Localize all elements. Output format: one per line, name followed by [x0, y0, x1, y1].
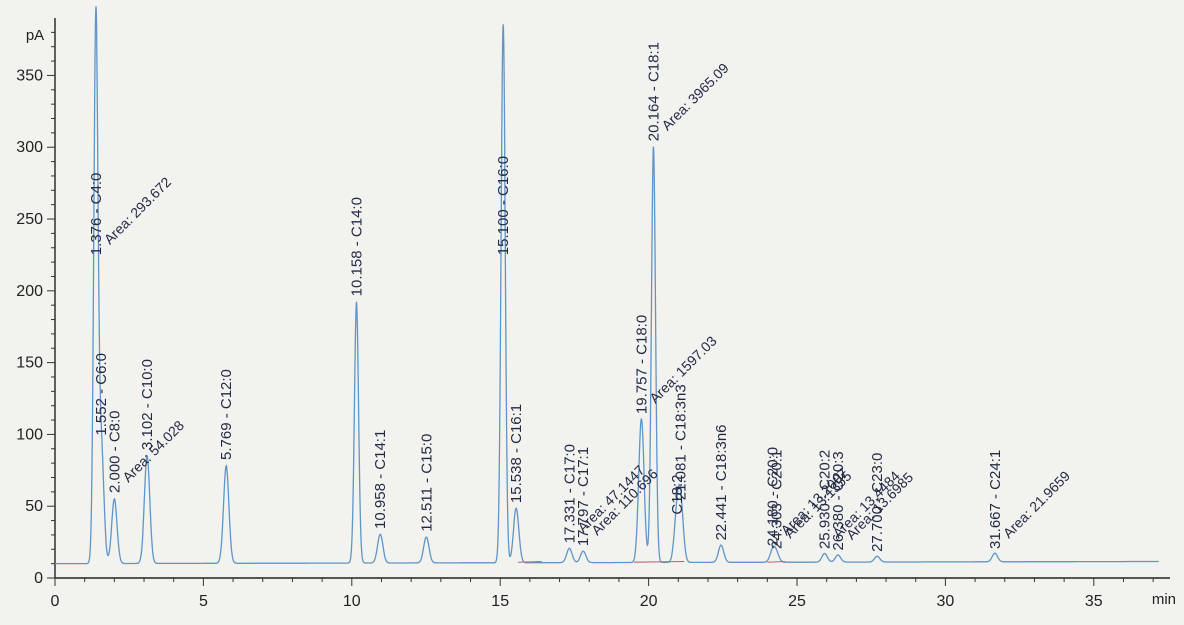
peak-label: 24.180 - C20:0	[765, 447, 782, 546]
peak-area-label: Area: 3965.09	[658, 60, 732, 134]
x-axis-unit: min	[1152, 591, 1176, 608]
trace-layer	[55, 6, 1159, 565]
integration-baseline	[767, 560, 786, 563]
chromatogram-trace	[55, 6, 1159, 565]
peak-label: 22.441 - C18:3n6	[713, 424, 730, 540]
peak-label: 26.380 - C20:3	[830, 451, 847, 550]
peak-label: 25.930 - C20:2	[817, 450, 834, 549]
axes-layer	[54, 18, 1170, 579]
peak-label: 21.081 - C18:3n3	[673, 384, 690, 500]
peak-label: 24.303 - C20:1	[768, 450, 785, 549]
x-tick-label: 25	[788, 593, 806, 610]
peak-label: 15.538 - C16:1	[508, 404, 525, 503]
y-tick-label: 350	[16, 67, 43, 84]
peak-label: 10.158 - C14:0	[348, 197, 365, 296]
x-tick-label: 35	[1085, 593, 1103, 610]
peak-label: 1.376 - C4:0	[88, 173, 105, 256]
peak-label: 2.000 - C8:0	[106, 410, 123, 493]
peak-label: 3.102 - C10:0	[139, 359, 156, 450]
y-tick-label: 200	[16, 283, 43, 300]
x-tick-label: 30	[937, 593, 955, 610]
peak-area-label: Area: 21.9659	[1000, 467, 1074, 541]
peak-label: 5.769 - C12:0	[218, 369, 235, 460]
peak-label: 17.331 - C17:0	[561, 444, 578, 543]
x-tick-label: 10	[343, 593, 361, 610]
x-tick-label: 0	[51, 593, 60, 610]
peak-label: 17.797 - C17:1	[575, 447, 592, 546]
peak-label: 27.700 - C23:0	[869, 453, 886, 552]
peak-area-label: Area: 293.672	[101, 174, 175, 248]
peak-label: 31.667 - C24:1	[987, 450, 1004, 549]
y-tick-label: 0	[34, 570, 43, 587]
peak-label: 12.511 - C15:0	[418, 434, 435, 532]
y-tick-label: 100	[16, 426, 43, 443]
peak-label: 1.552 - C6:0	[93, 353, 110, 436]
peak-label: C18:2	[669, 475, 686, 515]
y-tick-label: 150	[16, 355, 43, 372]
x-tick-label: 20	[640, 593, 658, 610]
peak-label: 10.958 - C14:1	[372, 430, 389, 529]
y-tick-label: 300	[16, 139, 43, 156]
x-tick-label: 5	[199, 593, 208, 610]
integration-baseline	[517, 560, 542, 563]
peak-label: 19.757 - C18:0	[633, 315, 650, 414]
y-tick-label: 250	[16, 211, 43, 228]
integration-baseline	[633, 560, 685, 563]
y-axis-unit: pA	[26, 27, 44, 44]
x-tick-label: 15	[491, 593, 509, 610]
y-tick-label: 50	[25, 498, 43, 515]
peak-label: 15.100 - C16:0	[495, 156, 512, 255]
peak-label: 20.164 - C18:1	[645, 42, 662, 141]
